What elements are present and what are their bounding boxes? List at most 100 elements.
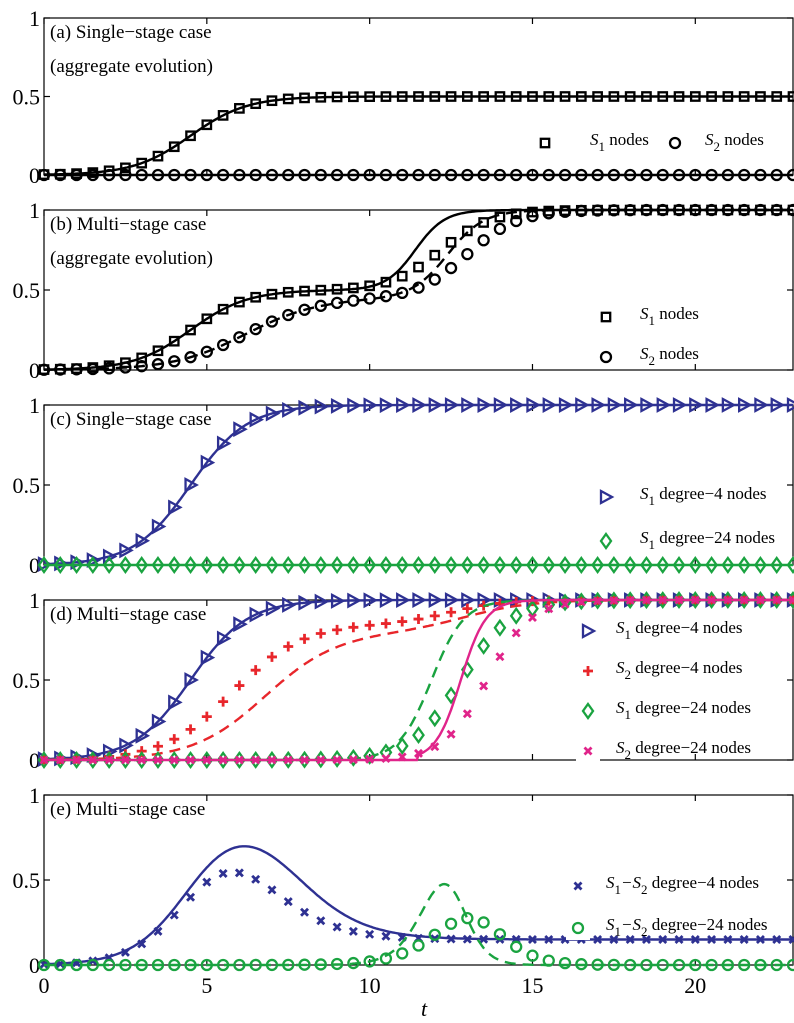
x-tick-label: 0: [39, 973, 50, 998]
data-point: [690, 935, 700, 944]
data-point: [770, 397, 786, 413]
data-point: [168, 141, 180, 153]
panel-b: 0 0.5 1 (b) Multi−stage case (aggregate evol…: [13, 198, 794, 383]
data-point: [591, 556, 605, 574]
data-point: [200, 454, 216, 471]
data-point: [429, 610, 440, 621]
data-point: [689, 91, 701, 102]
data-point: [168, 958, 181, 972]
y-tick-label: 1: [29, 588, 40, 613]
data-point: [592, 91, 603, 102]
data-point: [169, 910, 179, 920]
data-point: [299, 92, 310, 104]
legend-entry: S1 degree−24 nodes: [594, 528, 775, 553]
data-point: [527, 934, 537, 944]
legend-marker: [583, 746, 593, 756]
data-point: [249, 323, 262, 336]
data-point: [656, 203, 669, 217]
data-point: [283, 641, 294, 652]
data-point: [184, 556, 197, 574]
data-point: [772, 935, 782, 944]
data-point: [185, 724, 196, 735]
data-point: [249, 606, 265, 623]
data-point: [37, 168, 51, 182]
data-point: [477, 556, 491, 574]
data-point: [509, 556, 523, 574]
data-point: [510, 168, 523, 182]
data-point: [135, 532, 151, 549]
data-point: [689, 203, 702, 217]
data-point: [738, 203, 751, 217]
data-point: [526, 556, 539, 574]
data-point: [575, 168, 588, 182]
data-point: [412, 939, 425, 952]
legend-marker: [581, 623, 597, 639]
y-tick-label: 0.5: [13, 473, 41, 498]
data-point: [151, 358, 165, 371]
panel-title: (a) Single−stage case: [50, 22, 212, 43]
legend-label: S2 degree−24 nodes: [616, 738, 751, 762]
data-point: [754, 958, 767, 972]
legend-entry: S1 nodes: [533, 130, 649, 155]
data-point: [135, 556, 149, 574]
legend-entry: S1−S2 degree−4 nodes: [566, 873, 759, 898]
data-point: [53, 556, 67, 574]
x-axis-label: t: [421, 996, 428, 1021]
panel-title: (d) Multi−stage case: [50, 604, 206, 625]
data-point: [218, 755, 228, 765]
legend-marker: [571, 921, 585, 935]
data-point: [787, 91, 794, 102]
data-point: [770, 203, 783, 217]
data-point: [217, 110, 229, 121]
data-point: [721, 556, 735, 574]
data-point: [657, 91, 669, 102]
data-point: [184, 958, 197, 972]
data-point: [705, 556, 719, 574]
series-4: [39, 595, 794, 765]
data-point: [201, 711, 212, 722]
x-tick-label: 10: [359, 973, 381, 998]
legend-label: S1 nodes: [640, 304, 699, 328]
data-point: [184, 477, 199, 493]
data-point: [396, 270, 408, 282]
legend-label: S1 degree−4 nodes: [640, 484, 767, 508]
data-point: [462, 603, 473, 614]
data-point: [444, 592, 460, 608]
x-tick-label: 20: [684, 973, 706, 998]
data-point: [705, 397, 720, 413]
data-point: [576, 597, 586, 607]
data-point: [754, 203, 767, 217]
data-point: [462, 934, 472, 944]
data-point: [673, 91, 685, 102]
data-point: [494, 211, 506, 223]
data-point: [265, 958, 279, 972]
data-point: [314, 168, 327, 182]
data-point: [348, 755, 358, 765]
data-point: [412, 592, 427, 608]
data-point: [428, 556, 442, 574]
legend-entry: S1 degree−24 nodes: [576, 698, 751, 723]
y-tick-label: 0: [29, 553, 40, 578]
data-point: [299, 285, 310, 297]
data-point: [54, 363, 67, 376]
data-point: [477, 234, 490, 247]
data-point: [413, 261, 424, 273]
y-tick-label: 0: [29, 163, 40, 188]
data-point: [119, 737, 134, 754]
data-point: [461, 91, 473, 102]
data-point: [265, 556, 279, 574]
data-point: [641, 935, 651, 944]
data-point: [690, 595, 700, 605]
data-point: [216, 630, 232, 647]
data-point: [200, 168, 213, 182]
data-point: [493, 556, 507, 574]
data-point: [429, 249, 441, 261]
data-point: [169, 734, 180, 745]
legend-label: S1 degree−24 nodes: [616, 698, 751, 722]
data-point: [54, 958, 67, 972]
data-point: [721, 168, 735, 182]
legend-entry: S2 nodes: [663, 130, 764, 155]
data-point: [493, 397, 509, 413]
legend-entry: S1 nodes: [594, 304, 699, 329]
data-point: [478, 91, 489, 102]
